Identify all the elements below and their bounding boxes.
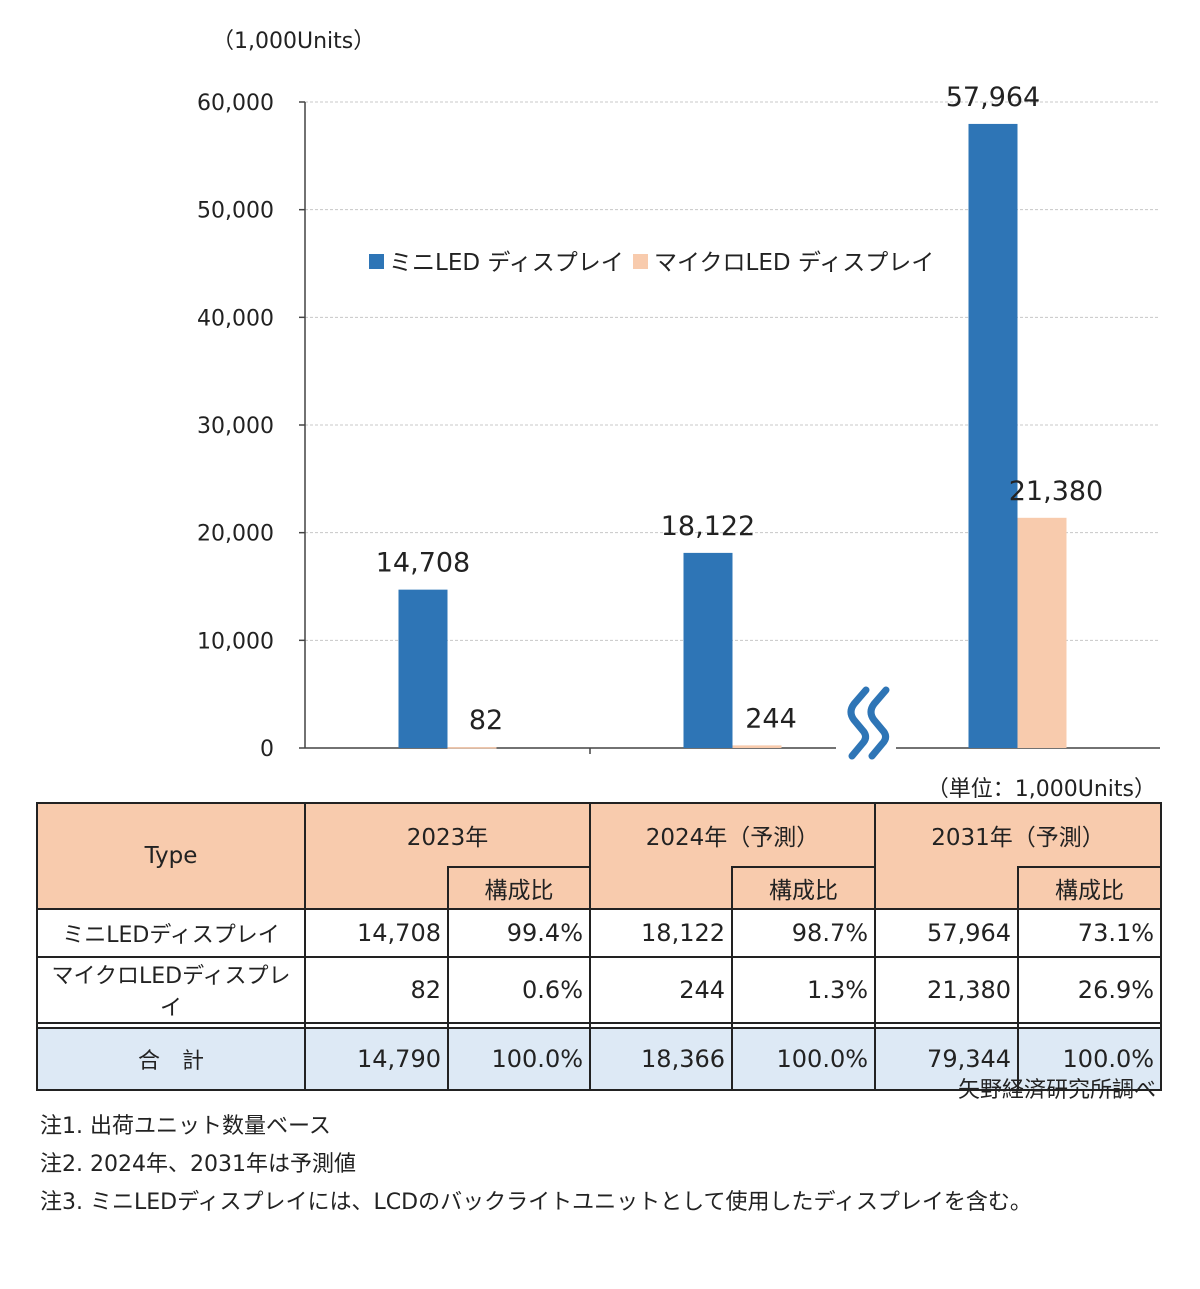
row-label-total: 合 計: [36, 1027, 306, 1091]
bar-value-label: 14,708: [376, 548, 470, 579]
table-row-micro-led: マイクロLEDディスプレイ 82 0.6% 244 1.3% 21,380 26…: [36, 956, 1163, 1024]
header-blank-2024: [589, 867, 734, 910]
cell: 14,790: [304, 1027, 449, 1091]
cell: 82: [304, 956, 449, 1024]
x-tick-marks: [589, 748, 876, 754]
bar-value-label: 82: [469, 705, 503, 736]
data-table: Type 2023年 2024年（予測） 2031年（予測） 構成比 構成比 構…: [36, 802, 1163, 1091]
y-tick-label: 50,000: [197, 199, 274, 224]
cell: 79,344: [874, 1027, 1020, 1091]
table-header-row: Type 2023年 2024年（予測） 2031年（予測）: [36, 802, 1163, 910]
bars: [398, 123, 1067, 749]
bar: [968, 123, 1018, 748]
y-tick-label: 0: [260, 737, 274, 762]
y-tick-label: 30,000: [197, 414, 274, 439]
year-header-2024: 2024年（予測）: [589, 802, 877, 867]
y-tick-labels: 0 10,000 20,000 30,000 40,000 50,000 60,000: [197, 91, 274, 762]
y-tick-label: 20,000: [197, 522, 274, 547]
bar-value-label: 21,380: [1009, 476, 1103, 507]
note-3: 注3. ミニLEDディスプレイには、LCDのバックライトユニットとして使用したデ…: [40, 1190, 1032, 1215]
y-tick-label: 60,000: [197, 91, 274, 116]
header-blank-2031: [874, 867, 1020, 910]
notes: 注1. 出荷ユニット数量ベース 注2. 2024年、2031年は予測値 注3. …: [40, 1108, 1032, 1222]
legend-label-micro-led: マイクロLED ディスプレイ: [654, 250, 934, 276]
bar-value-labels: 14,708 82 18,122 244 57,964 21,380: [376, 82, 1103, 736]
y-tick-label: 10,000: [197, 629, 274, 654]
legend: ミニLED ディスプレイ マイクロLED ディスプレイ: [369, 250, 934, 276]
row-label-micro-led: マイクロLEDディスプレイ: [36, 956, 306, 1024]
cell: 18,366: [589, 1027, 734, 1091]
cell: 73.1%: [1017, 908, 1163, 958]
cell: 98.7%: [731, 908, 877, 958]
bar: [1017, 517, 1067, 748]
bar-value-label: 244: [745, 703, 797, 734]
bar-value-label: 57,964: [946, 82, 1040, 113]
ratio-header-2031: 構成比: [1017, 866, 1163, 910]
cell: 14,708: [304, 908, 449, 958]
cell: 1.3%: [731, 956, 877, 1024]
year-header-2023: 2023年: [303, 802, 592, 867]
cell: 57,964: [874, 908, 1020, 958]
year-header-2031: 2031年（予測）: [874, 802, 1163, 867]
table-subheader-row: 構成比 構成比 構成比: [37, 866, 1163, 910]
y-tick-label: 40,000: [197, 306, 274, 331]
source-credit: 矢野経済研究所調べ: [957, 1078, 1156, 1103]
cell: 100.0%: [1017, 1027, 1163, 1091]
ratio-header-2024: 構成比: [731, 866, 877, 910]
bar: [683, 552, 733, 748]
cell: 244: [589, 956, 734, 1024]
bar-chart: （1,000Units） 0 10,000 20,000 30,000 40,000 50…: [197, 29, 1160, 762]
header-blank-2023: [304, 867, 449, 910]
type-header: Type: [36, 802, 306, 910]
row-label-mini-led: ミニLEDディスプレイ: [36, 908, 306, 958]
cell: 0.6%: [446, 956, 592, 1024]
bar: [398, 589, 448, 748]
cell: 100.0%: [446, 1027, 592, 1091]
cell: 100.0%: [731, 1027, 877, 1091]
legend-swatch-micro-led: [633, 254, 648, 269]
table-unit-note: （単位：1,000Units）: [926, 777, 1156, 802]
cell: 26.9%: [1017, 956, 1163, 1024]
table-row-mini-led: ミニLEDディスプレイ 14,708 99.4% 18,122 98.7% 57…: [36, 908, 1163, 958]
cell: 18,122: [589, 908, 734, 958]
cell: 99.4%: [446, 908, 592, 958]
cell: 21,380: [874, 956, 1020, 1024]
legend-label-mini-led: ミニLED ディスプレイ: [389, 250, 624, 276]
note-2: 注2. 2024年、2031年は予測値: [40, 1152, 356, 1177]
y-unit-label: （1,000Units）: [212, 29, 375, 54]
table-row-total: 合 計 14,790 100.0% 18,366 100.0% 79,344 1…: [36, 1027, 1163, 1091]
bar: [447, 747, 497, 749]
ratio-header-2023: 構成比: [446, 866, 592, 910]
table-divider: [36, 1022, 1163, 1028]
bar-value-label: 18,122: [661, 511, 755, 542]
note-1: 注1. 出荷ユニット数量ベース: [40, 1114, 331, 1139]
bar: [732, 745, 782, 748]
legend-swatch-mini-led: [369, 254, 384, 269]
axis-break-icon: [836, 684, 896, 760]
